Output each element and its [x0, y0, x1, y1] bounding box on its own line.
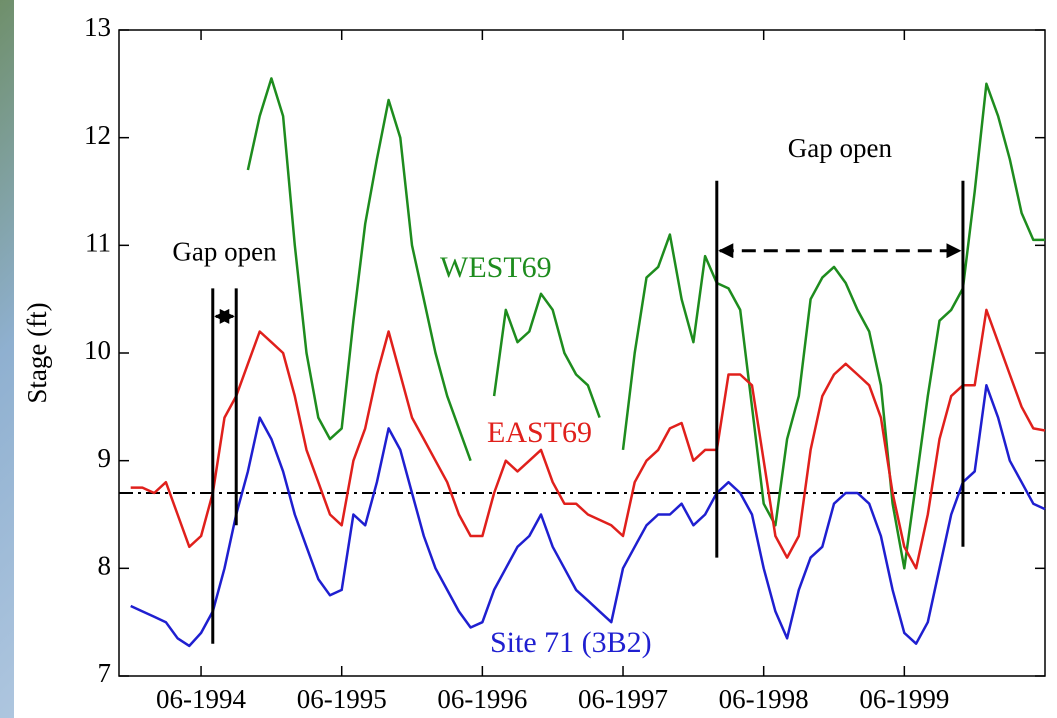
- x-tick-label: 06-1996: [437, 684, 527, 714]
- series-label: EAST69: [487, 416, 592, 449]
- y-axis-label: Stage (ft): [22, 302, 52, 403]
- annotation: Gap open: [788, 133, 893, 163]
- y-tick-label: 12: [84, 120, 111, 150]
- x-tick-label: 06-1995: [297, 684, 387, 714]
- series-label: WEST69: [440, 251, 552, 284]
- x-tick-label: 06-1999: [859, 684, 949, 714]
- series-line: [130, 384, 1046, 648]
- panel: [14, 0, 1057, 718]
- y-tick-label: 10: [84, 335, 111, 365]
- annotation: Gap open: [172, 237, 277, 267]
- y-tick-label: 7: [98, 658, 112, 688]
- x-tick-label: 06-1998: [719, 684, 809, 714]
- x-tick-label: 06-1994: [156, 684, 246, 714]
- y-tick-label: 9: [98, 443, 112, 473]
- x-tick-label: 06-1997: [578, 684, 668, 714]
- series-line: [130, 308, 1046, 570]
- series-label: Site 71 (3B2): [490, 626, 652, 659]
- series-line: [246, 77, 1045, 570]
- y-tick-label: 11: [85, 228, 111, 258]
- y-tick-label: 13: [84, 12, 111, 42]
- y-tick-label: 8: [98, 551, 112, 581]
